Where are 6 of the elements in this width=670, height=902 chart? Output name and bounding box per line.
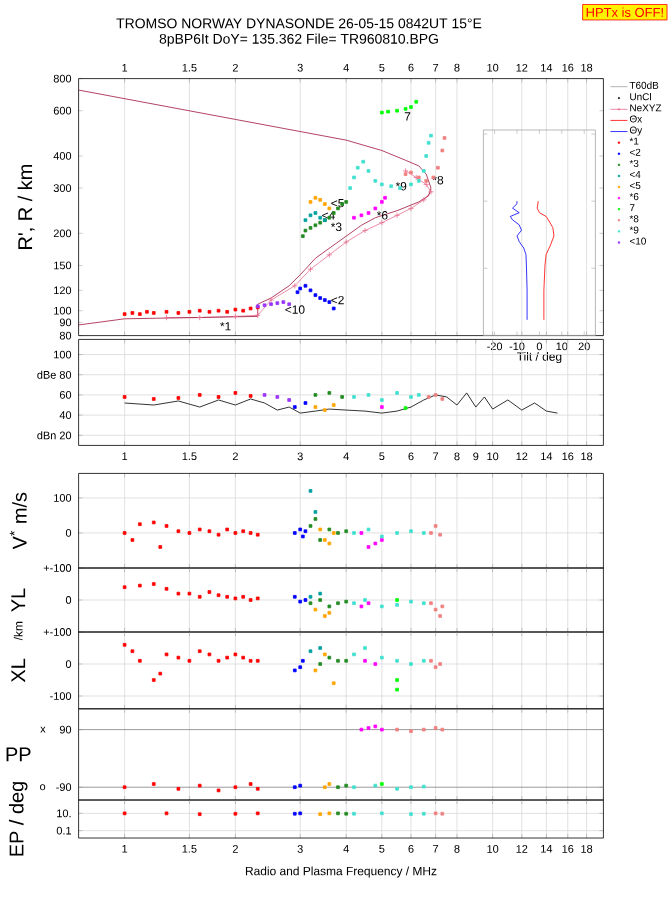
- y-axis-title: YL: [11, 588, 26, 612]
- y-axis-title: PP: [6, 747, 31, 762]
- y-axis-title: XL: [11, 658, 26, 683]
- y-axis-title: R', R / km: [17, 165, 35, 249]
- y-axis-title: EP / deg: [8, 782, 28, 856]
- y-axis-title: V$^{*}$ m/s: [9, 492, 27, 550]
